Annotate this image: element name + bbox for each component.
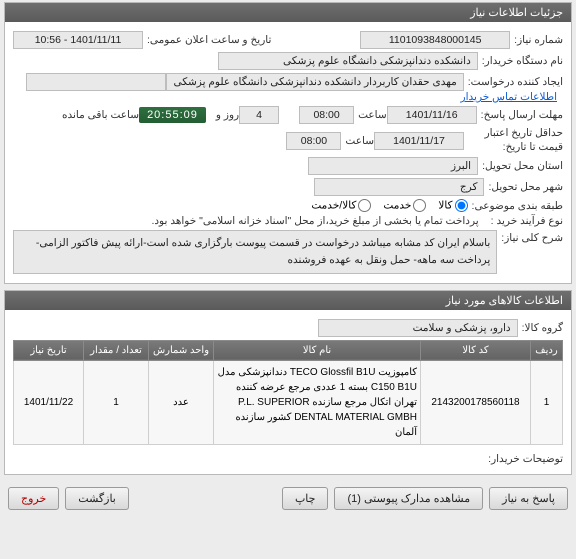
need-no-label: شماره نیاز: <box>514 34 563 46</box>
radio-goods-text: کالا <box>438 200 452 212</box>
items-table: ردیف کد کالا نام کالا واحد شمارش تعداد /… <box>13 340 563 445</box>
goods-panel: اطلاعات کالاهای مورد نیاز گروه کالا: دار… <box>4 290 572 475</box>
table-row[interactable]: 1 2143200178560118 کامپوزیت TECO Glossfi… <box>14 360 563 444</box>
desc-label: شرح کلی نیاز: <box>501 232 563 244</box>
cell-qty: 1 <box>84 360 149 444</box>
print-button[interactable]: چاپ <box>282 487 329 510</box>
cell-row: 1 <box>531 360 563 444</box>
goods-group-value: دارو، پزشکی و سلامت <box>318 319 518 337</box>
radio-service[interactable] <box>413 199 426 212</box>
org-value: دانشکده دندانپزشکی دانشگاه علوم پزشکی <box>218 52 478 70</box>
city-value: کرج <box>314 178 484 196</box>
remain-label: ساعت باقی مانده <box>62 109 139 121</box>
radio-goods[interactable] <box>455 199 468 212</box>
dayand-label: روز و <box>216 109 239 121</box>
th-qty: تعداد / مقدار <box>84 340 149 360</box>
countdown-value: 20:55:09 <box>139 107 206 123</box>
radio-both-label[interactable]: کالا/خدمت <box>311 199 371 212</box>
province-label: استان محل تحویل: <box>482 160 563 172</box>
button-bar: پاسخ به نیاز مشاهده مدارک پیوستی (1) چاپ… <box>0 481 576 516</box>
city-label: شهر محل تحویل: <box>488 181 563 193</box>
grouping-row: طبقه بندی موضوعی: کالا خدمت کالا/خدمت <box>13 199 563 212</box>
back-button[interactable]: بازگشت <box>65 487 129 510</box>
radio-service-text: خدمت <box>383 200 411 212</box>
need-info-panel: جزئیات اطلاعات نیاز شماره نیاز: 11010938… <box>4 2 572 284</box>
announce-value: 1401/11/11 - 10:56 <box>13 31 143 49</box>
buyer-notes-label: توضیحات خریدار: <box>488 453 563 465</box>
radio-goods-label[interactable]: کالا <box>438 199 467 212</box>
need-info-header[interactable]: جزئیات اطلاعات نیاز <box>5 3 571 22</box>
reply-button[interactable]: پاسخ به نیاز <box>489 487 568 510</box>
hour1-label: ساعت <box>358 109 387 121</box>
radio-both[interactable] <box>358 199 371 212</box>
deadline-time-value: 08:00 <box>299 106 354 124</box>
desc-value: باسلام ایران کد مشابه میباشد درخواست در … <box>13 230 497 274</box>
province-value: البرز <box>308 157 478 175</box>
deadline-date-value: 1401/11/16 <box>387 106 477 124</box>
paynote: پرداخت تمام یا بخشی از مبلغ خرید،از محل … <box>151 215 478 227</box>
goods-body: گروه کالا: دارو، پزشکی و سلامت ردیف کد ک… <box>5 310 571 474</box>
requester-label: ایجاد کننده درخواست: <box>468 76 563 88</box>
org-label: نام دستگاه خریدار: <box>482 55 563 67</box>
valid-label: حداقل تاریخ اعتبار قیمت تا تاریخ: <box>468 127 563 154</box>
cell-code: 2143200178560118 <box>421 360 531 444</box>
exit-button[interactable]: خروج <box>8 487 59 510</box>
grouping-label: طبقه بندی موضوعی: <box>472 200 563 212</box>
radio-service-label[interactable]: خدمت <box>383 199 426 212</box>
th-code: کد کالا <box>421 340 531 360</box>
cell-name: کامپوزیت TECO Glossfil B1U دندانپزشکی مد… <box>214 360 421 444</box>
cell-date: 1401/11/22 <box>14 360 84 444</box>
th-row: ردیف <box>531 340 563 360</box>
requester-value: مهدی حقدان کاربردار دانشکده دندانپزشکی د… <box>166 73 463 91</box>
radio-both-text: کالا/خدمت <box>311 200 356 212</box>
contact-link[interactable]: اطلاعات تماس خریدار <box>461 91 557 103</box>
deadline-label: مهلت ارسال پاسخ: <box>481 109 563 121</box>
th-name: نام کالا <box>214 340 421 360</box>
th-date: تاریخ نیاز <box>14 340 84 360</box>
th-unit: واحد شمارش <box>149 340 214 360</box>
need-info-body: شماره نیاز: 1101093848000145 تاریخ و ساع… <box>5 22 571 283</box>
goods-header[interactable]: اطلاعات کالاهای مورد نیاز <box>5 291 571 310</box>
announce-label: تاریخ و ساعت اعلان عمومی: <box>147 34 271 46</box>
contract-label: نوع فرآیند خرید : <box>491 215 563 227</box>
need-no-value: 1101093848000145 <box>360 31 510 49</box>
valid-time-value: 08:00 <box>286 132 341 150</box>
days-value: 4 <box>239 106 279 124</box>
contact-box <box>26 73 166 91</box>
valid-date-value: 1401/11/17 <box>374 132 464 150</box>
attach-button[interactable]: مشاهده مدارک پیوستی (1) <box>334 487 483 510</box>
hour2-label: ساعت <box>345 135 374 147</box>
cell-unit: عدد <box>149 360 214 444</box>
goods-group-label: گروه کالا: <box>522 322 563 334</box>
